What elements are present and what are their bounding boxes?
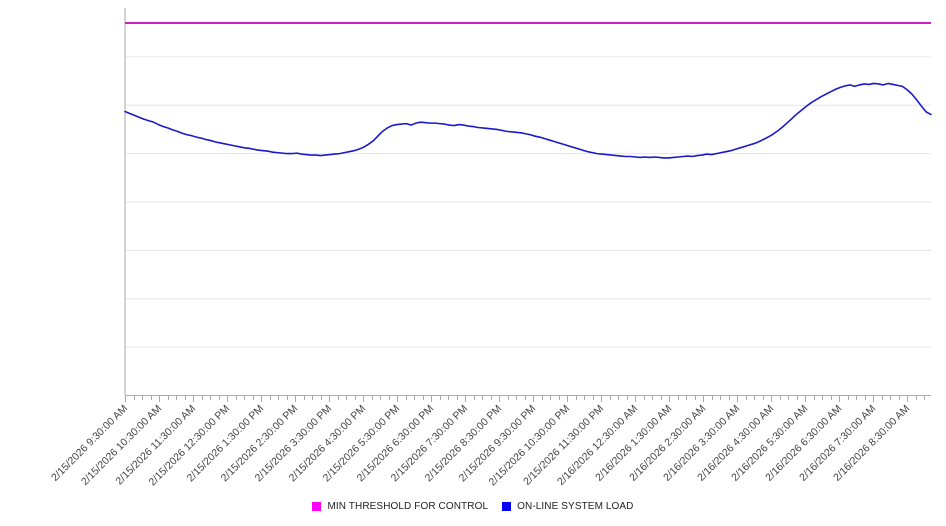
x-axis-tick-marks: [125, 396, 925, 402]
legend-swatch-online-system-load: [502, 501, 512, 511]
x-axis-tick-labels: 2/15/2026 9:30:00 AM2/15/2026 10:30:00 A…: [49, 403, 912, 489]
legend-label-min-threshold: MIN THRESHOLD FOR CONTROL: [327, 500, 489, 512]
chart-legend: MIN THRESHOLD FOR CONTROL ON-LINE SYSTEM…: [0, 496, 946, 516]
online-system-load-line: [124, 82, 932, 159]
grid-lines: [125, 56, 931, 348]
legend-entry-online-system-load: ON-LINE SYSTEM LOAD: [502, 501, 633, 512]
legend-label-online-system-load: ON-LINE SYSTEM LOAD: [517, 500, 634, 512]
legend-entry-min-threshold: MIN THRESHOLD FOR CONTROL: [312, 501, 488, 512]
legend-swatch-min-threshold: [312, 501, 322, 511]
